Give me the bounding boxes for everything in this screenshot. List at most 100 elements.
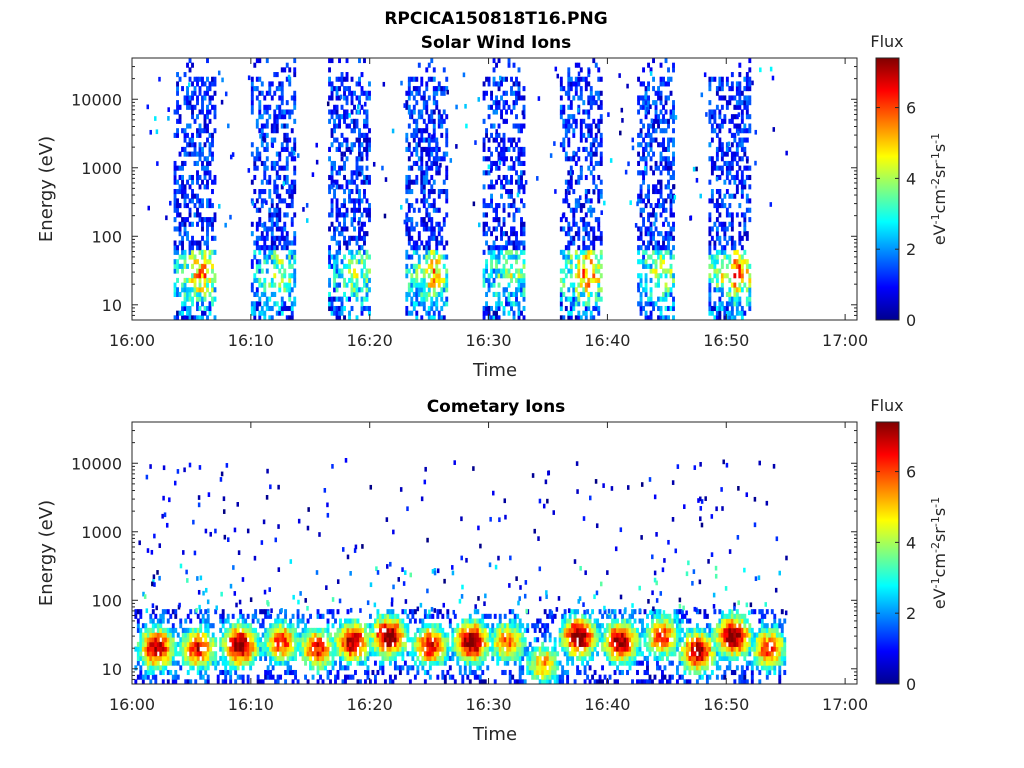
heatmap-cell xyxy=(338,315,341,320)
heatmap-cell xyxy=(432,268,436,274)
heatmap-cell xyxy=(662,203,665,209)
heatmap-cell xyxy=(239,674,243,680)
heatmap-cell xyxy=(186,637,190,643)
heatmap-cell xyxy=(381,641,385,647)
heatmap-cell xyxy=(745,72,749,78)
heatmap-cell xyxy=(505,189,508,195)
heatmap-cell xyxy=(507,193,511,199)
heatmap-cell xyxy=(446,637,450,643)
heatmap-cell xyxy=(432,160,436,167)
heatmap-cell xyxy=(522,226,526,232)
heatmap-cell xyxy=(745,193,749,199)
heatmap-cell xyxy=(421,627,425,633)
heatmap-cell xyxy=(431,646,435,652)
heatmap-cell xyxy=(708,109,712,115)
heatmap-cell xyxy=(285,212,289,218)
heatmap-cell xyxy=(349,660,352,666)
heatmap-cell xyxy=(574,301,578,307)
heatmap-cell xyxy=(193,146,197,152)
heatmap-cell xyxy=(361,646,365,652)
heatmap-cell xyxy=(659,62,663,68)
heatmap-cell xyxy=(305,202,309,208)
heatmap-cell xyxy=(290,287,294,293)
heatmap-cell xyxy=(199,637,203,643)
heatmap-cell xyxy=(492,245,496,251)
heatmap-cell xyxy=(657,198,660,204)
heatmap-cell xyxy=(206,198,209,204)
heatmap-cell xyxy=(568,190,571,195)
heatmap-cell xyxy=(577,245,581,251)
heatmap-cell xyxy=(393,627,397,633)
heatmap-cell xyxy=(567,268,571,274)
heatmap-cell xyxy=(183,217,187,223)
heatmap-cell xyxy=(281,655,285,662)
heatmap-cell xyxy=(487,137,491,143)
heatmap-cell xyxy=(649,240,653,246)
heatmap-cell xyxy=(326,637,330,643)
heatmap-cell xyxy=(283,226,287,232)
heatmap-cell xyxy=(441,627,445,633)
heatmap-cell xyxy=(273,221,277,227)
heatmap-cell xyxy=(286,637,290,643)
heatmap-cell xyxy=(316,660,320,666)
heatmap-cell xyxy=(201,198,204,204)
heatmap-cell xyxy=(366,632,370,638)
heatmap-cell xyxy=(430,249,434,255)
heatmap-cell xyxy=(333,235,336,241)
heatmap-cell xyxy=(281,637,285,643)
heatmap-cell xyxy=(728,212,732,218)
heatmap-cell xyxy=(281,632,285,638)
heatmap-cell xyxy=(733,301,737,307)
heatmap-cell xyxy=(445,137,449,143)
heatmap-cell xyxy=(522,95,526,101)
heatmap-cell xyxy=(599,137,603,143)
heatmap-cell xyxy=(363,137,366,143)
heatmap-cell xyxy=(657,90,660,96)
heatmap-cell xyxy=(258,245,262,251)
colorbar-tick-label: 2 xyxy=(906,240,916,259)
heatmap-cell xyxy=(433,632,437,638)
heatmap-cell xyxy=(507,282,511,288)
heatmap-cell xyxy=(430,315,434,320)
heatmap-cell xyxy=(495,217,498,223)
heatmap-cell xyxy=(654,165,658,171)
heatmap-cell xyxy=(193,203,197,209)
heatmap-cell xyxy=(158,76,161,82)
heatmap-cell xyxy=(206,160,209,167)
heatmap-cell xyxy=(442,156,446,162)
heatmap-cell xyxy=(280,310,284,316)
heatmap-cell xyxy=(579,282,583,288)
heatmap-cell xyxy=(437,221,441,227)
heatmap-cell xyxy=(360,221,364,227)
heatmap-cell xyxy=(328,291,332,298)
heatmap-cell xyxy=(365,268,369,274)
heatmap-cell xyxy=(229,679,233,684)
heatmap-cell xyxy=(271,651,275,657)
heatmap-cell xyxy=(669,226,673,232)
x-tick-label: 16:40 xyxy=(584,331,630,350)
heatmap-cell xyxy=(520,226,523,232)
heatmap-cell xyxy=(198,198,202,204)
heatmap-cell xyxy=(171,651,175,657)
heatmap-cell xyxy=(288,287,292,293)
heatmap-cell xyxy=(363,240,366,246)
heatmap-cell xyxy=(740,128,744,134)
heatmap-cell xyxy=(188,240,192,246)
heatmap-cell xyxy=(723,193,727,199)
colorbar-unit: eV-1cm-2sr-1s-1 xyxy=(929,133,949,245)
heatmap-cell xyxy=(213,174,217,181)
heatmap-cell xyxy=(584,137,588,143)
heatmap-cell xyxy=(517,184,521,190)
heatmap-cell xyxy=(250,221,254,227)
heatmap-cell xyxy=(725,212,729,218)
heatmap-cell xyxy=(166,655,170,662)
heatmap-cell xyxy=(338,221,341,227)
heatmap-cell xyxy=(456,632,460,638)
heatmap-cell xyxy=(183,160,187,167)
heatmap-cell xyxy=(356,637,360,643)
heatmap-cell xyxy=(495,146,498,152)
heatmap-cell xyxy=(536,176,539,181)
heatmap-cell xyxy=(579,67,583,73)
heatmap-cell xyxy=(286,646,290,652)
heatmap-cell xyxy=(333,296,336,302)
